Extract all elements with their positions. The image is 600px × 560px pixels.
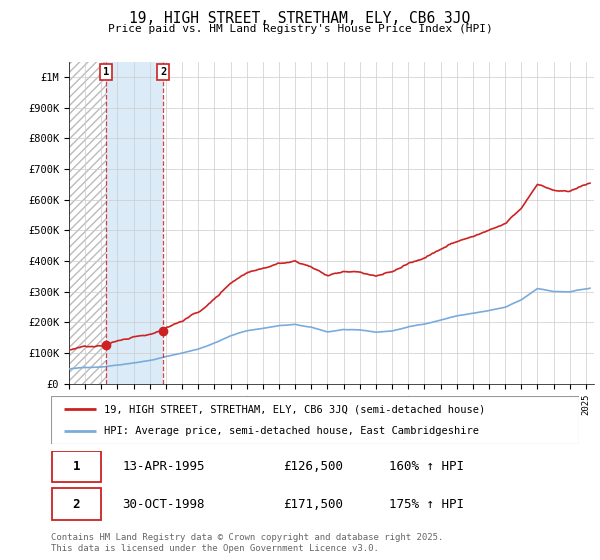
Text: Price paid vs. HM Land Registry's House Price Index (HPI): Price paid vs. HM Land Registry's House … — [107, 24, 493, 34]
FancyBboxPatch shape — [52, 488, 101, 520]
Text: 1: 1 — [73, 460, 80, 473]
Text: 160% ↑ HPI: 160% ↑ HPI — [389, 460, 464, 473]
Text: 1: 1 — [103, 67, 109, 77]
Text: £126,500: £126,500 — [283, 460, 343, 473]
Text: 19, HIGH STREET, STRETHAM, ELY, CB6 3JQ (semi-detached house): 19, HIGH STREET, STRETHAM, ELY, CB6 3JQ … — [104, 404, 485, 414]
Text: HPI: Average price, semi-detached house, East Cambridgeshire: HPI: Average price, semi-detached house,… — [104, 426, 479, 436]
Text: 2: 2 — [160, 67, 166, 77]
Bar — [69, 62, 106, 384]
Text: 30-OCT-1998: 30-OCT-1998 — [122, 498, 205, 511]
Text: Contains HM Land Registry data © Crown copyright and database right 2025.
This d: Contains HM Land Registry data © Crown c… — [51, 533, 443, 553]
Text: £171,500: £171,500 — [283, 498, 343, 511]
Text: 175% ↑ HPI: 175% ↑ HPI — [389, 498, 464, 511]
FancyBboxPatch shape — [52, 451, 101, 482]
Text: 2: 2 — [73, 498, 80, 511]
Text: 13-APR-1995: 13-APR-1995 — [122, 460, 205, 473]
Text: 19, HIGH STREET, STRETHAM, ELY, CB6 3JQ: 19, HIGH STREET, STRETHAM, ELY, CB6 3JQ — [130, 11, 470, 26]
Bar — [106, 62, 163, 384]
